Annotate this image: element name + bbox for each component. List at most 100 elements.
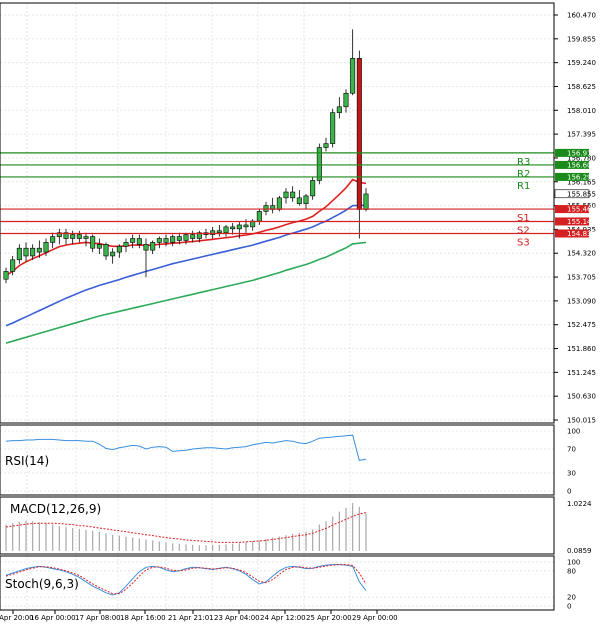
price-tick-label: 151.860 xyxy=(567,345,596,353)
candle-body xyxy=(290,191,296,199)
candle xyxy=(76,230,82,243)
candle xyxy=(43,238,49,256)
level-name-s1: S1 xyxy=(517,213,530,224)
last-price-box xyxy=(554,189,590,199)
rsi-line xyxy=(5,434,367,461)
candle-body xyxy=(136,238,142,245)
candle-body xyxy=(176,236,182,241)
candle xyxy=(310,176,316,200)
candle-body xyxy=(330,112,336,144)
candle-body xyxy=(10,259,16,272)
candle xyxy=(336,97,342,119)
candles xyxy=(3,29,369,284)
macd-title: MACD(12,26,9) xyxy=(10,502,101,516)
ema-mid-line xyxy=(5,204,367,327)
candle-body xyxy=(63,232,69,239)
time-tick-label: 17 Apr 08:00 xyxy=(75,614,121,622)
rsi-panel-border xyxy=(0,424,555,496)
candle-body xyxy=(343,92,349,108)
candle xyxy=(270,197,276,214)
price-tick-label: 157.395 xyxy=(567,131,596,139)
level-value-label: 154.830 xyxy=(567,230,596,238)
stoch-panel-border xyxy=(0,555,555,611)
candle xyxy=(190,230,196,243)
candle-body xyxy=(210,230,216,235)
candle xyxy=(90,234,96,253)
stoch-tick-label: 0 xyxy=(567,603,571,611)
candle-body xyxy=(310,180,316,197)
macd-tick-label: 0.0859 xyxy=(567,547,592,555)
candle-body xyxy=(296,197,302,204)
candle-body xyxy=(170,236,176,243)
candle xyxy=(343,89,349,113)
candle-body xyxy=(16,247,22,261)
candle xyxy=(356,50,362,239)
time-tick-label: 25 Apr 20:00 xyxy=(306,614,352,622)
macd-axis: 1.0224 0.0859 xyxy=(567,500,592,555)
candle-body xyxy=(190,234,196,239)
level-value-label: 155.140 xyxy=(567,218,596,226)
candle xyxy=(70,230,76,245)
candle-body xyxy=(50,236,56,243)
macd-tick-label: 1.0224 xyxy=(567,500,592,508)
level-value-box xyxy=(555,148,589,157)
time-tick-label: 15 Apr 20:00 xyxy=(0,614,34,622)
candle-body xyxy=(56,232,62,237)
candle xyxy=(123,238,129,253)
price-tick-label: 156.165 xyxy=(567,178,596,186)
price-axis: 160.470 159.855 159.240 158.625 158.010 157.3… xyxy=(554,12,596,425)
candle xyxy=(96,238,102,255)
rsi-tick-label: 30 xyxy=(567,470,576,478)
candle xyxy=(170,234,176,247)
candle-body xyxy=(143,244,149,251)
main-grid xyxy=(0,3,554,610)
macd-panel-border xyxy=(0,496,555,555)
candle-body xyxy=(216,230,222,234)
stochastic-plot xyxy=(0,561,554,607)
time-tick-label: 16 Apr 00:00 xyxy=(30,614,76,622)
candle xyxy=(136,234,142,249)
level-name-r2: R2 xyxy=(517,169,530,180)
level-value-box xyxy=(555,229,589,238)
price-tick-label: 150.015 xyxy=(567,417,596,425)
rsi-panel: RSI(14) 100 70 30 0 xyxy=(0,424,580,496)
candle xyxy=(290,186,296,202)
candle xyxy=(103,242,109,260)
price-tick-label: 153.090 xyxy=(567,297,596,305)
candle-body xyxy=(236,224,242,230)
level-value-label: 156.910 xyxy=(567,149,596,157)
level-name-r3: R3 xyxy=(517,157,530,168)
candle-body xyxy=(276,197,282,210)
main-panel-border xyxy=(0,2,555,424)
candle xyxy=(256,209,262,225)
level-value-label: 155.460 xyxy=(567,206,596,214)
candle-body xyxy=(23,247,29,257)
candle-body xyxy=(350,58,356,94)
time-tick-label: 24 Apr 12:00 xyxy=(260,614,306,622)
candle-body xyxy=(356,58,362,210)
price-tick-label: 158.625 xyxy=(567,83,596,91)
candle-body xyxy=(36,247,42,253)
candle xyxy=(110,248,116,264)
candle-body xyxy=(336,106,342,113)
candle-body xyxy=(123,242,129,247)
price-tick-label: 158.010 xyxy=(567,107,596,115)
stoch-k-line xyxy=(5,564,367,596)
time-tick-label: 18 Apr 16:00 xyxy=(120,614,166,622)
candle xyxy=(323,137,329,152)
candle xyxy=(36,240,42,258)
price-tick-label: 160.470 xyxy=(567,12,596,20)
candle xyxy=(156,236,162,249)
candle xyxy=(350,29,356,96)
level-name-r1: R1 xyxy=(517,181,530,192)
candle xyxy=(183,232,189,245)
stoch-tick-label: 80 xyxy=(567,567,576,575)
candle xyxy=(236,221,242,239)
level-value-box xyxy=(555,205,589,214)
price-tick-label: 156.780 xyxy=(567,154,596,162)
candle-body xyxy=(230,226,236,230)
rsi-axis: 100 70 30 0 xyxy=(567,428,580,496)
candle-body xyxy=(223,226,229,234)
candle xyxy=(10,255,16,276)
